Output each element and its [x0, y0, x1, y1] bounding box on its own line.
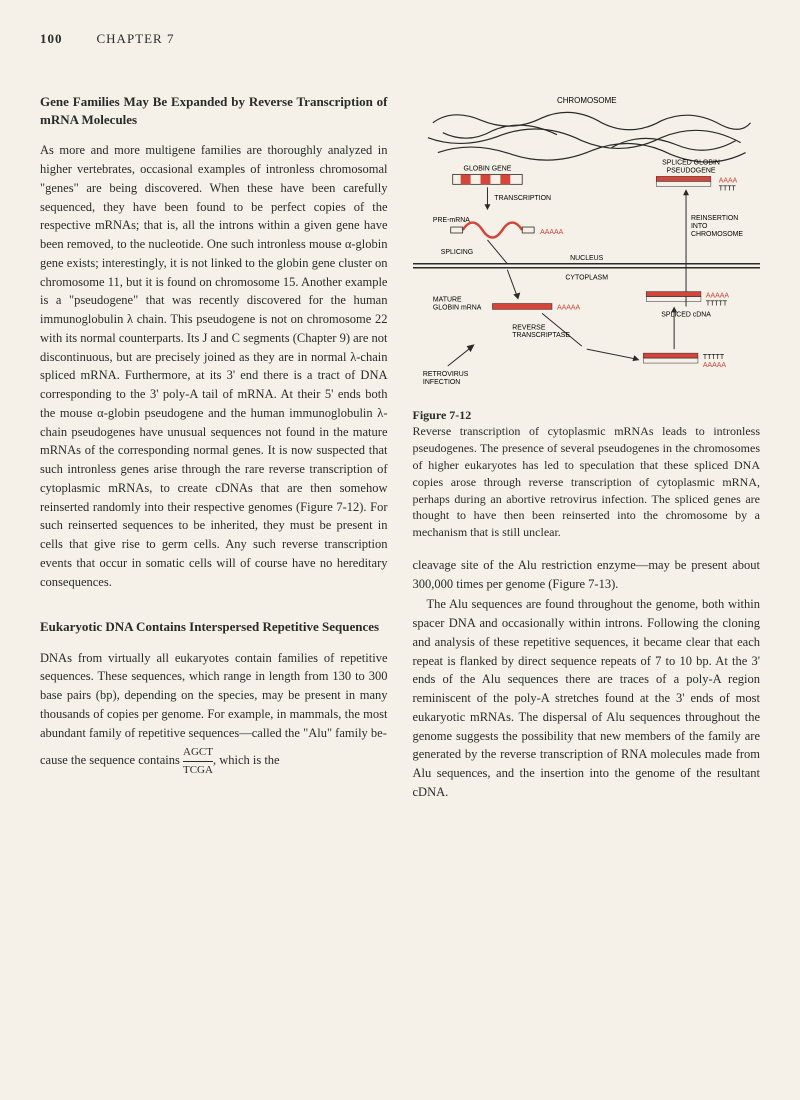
- col2-paragraph-1: cleavage site of the Alu restriction enz…: [413, 556, 761, 594]
- figure-caption-text: Reverse transcription of cytoplasmic mRN…: [413, 424, 761, 539]
- figure-number: Figure 7-12: [413, 408, 472, 422]
- svg-text:RETROVIRUS: RETROVIRUS: [422, 371, 468, 378]
- label-chromosome: CHROMOSOME: [556, 96, 616, 105]
- svg-text:AAAA: AAAA: [718, 177, 737, 184]
- svg-text:TRANSCRIPTION: TRANSCRIPTION: [494, 195, 551, 202]
- svg-text:GLOBIN mRNA: GLOBIN mRNA: [432, 304, 481, 311]
- svg-text:AAAAA: AAAAA: [556, 304, 580, 311]
- section-2-paragraph-1: DNAs from virtually all eukaryotes conta…: [40, 649, 388, 743]
- svg-text:PRE-mRNA: PRE-mRNA: [432, 217, 469, 224]
- page-header: 100 CHAPTER 7: [40, 30, 760, 48]
- svg-text:AAAAA: AAAAA: [702, 362, 726, 369]
- fraction: AGCT TCGA: [183, 744, 213, 778]
- svg-text:INFECTION: INFECTION: [422, 379, 459, 386]
- chapter-reference: CHAPTER 7: [97, 31, 175, 46]
- content-columns: Gene Families May Be Expanded by Reverse…: [40, 93, 760, 804]
- svg-text:INTO: INTO: [690, 223, 707, 230]
- svg-text:CHROMOSOME: CHROMOSOME: [690, 231, 742, 238]
- svg-text:TTTTT: TTTTT: [702, 354, 724, 361]
- svg-text:TTTTT: TTTTT: [705, 300, 727, 307]
- left-column: Gene Families May Be Expanded by Reverse…: [40, 93, 388, 804]
- section-1-title: Gene Families May Be Expanded by Reverse…: [40, 93, 388, 129]
- svg-text:AAAAA: AAAAA: [540, 229, 564, 236]
- svg-text:AAAAA: AAAAA: [705, 293, 729, 300]
- col2-paragraph-2: The Alu sequences are found throughout t…: [413, 595, 761, 801]
- section-2-title: Eukaryotic DNA Contains Interspersed Rep…: [40, 618, 388, 636]
- page-number: 100: [40, 31, 63, 46]
- section-1-paragraph: As more and more multigene families are …: [40, 141, 388, 591]
- figure-diagram: CHROMOSOME GLOBIN GENE SPLICED GLOBIN: [413, 93, 761, 401]
- right-column: CHROMOSOME GLOBIN GENE SPLICED GLOBIN: [413, 93, 761, 804]
- label-globin-gene: GLOBIN GENE: [463, 165, 511, 172]
- svg-text:REVERSE: REVERSE: [512, 324, 546, 331]
- svg-text:TTTT: TTTT: [718, 185, 736, 192]
- svg-text:TRANSCRIPTASE: TRANSCRIPTASE: [512, 332, 570, 339]
- svg-text:CYTOPLASM: CYTOPLASM: [565, 275, 608, 282]
- svg-text:SPLICING: SPLICING: [440, 249, 472, 256]
- svg-text:REINSERTION: REINSERTION: [690, 215, 737, 222]
- svg-text:PSEUDOGENE: PSEUDOGENE: [666, 167, 715, 174]
- svg-text:NUCLEUS: NUCLEUS: [570, 255, 604, 262]
- figure-7-12: CHROMOSOME GLOBIN GENE SPLICED GLOBIN: [413, 93, 761, 541]
- svg-text:SPLICED cDNA: SPLICED cDNA: [661, 311, 711, 318]
- svg-text:SPLICED GLOBIN: SPLICED GLOBIN: [662, 159, 720, 166]
- section-2-paragraph-2: cause the sequence contains AGCT TCGA , …: [40, 744, 388, 778]
- figure-caption: Figure 7-12 Reverse transcription of cyt…: [413, 407, 761, 541]
- svg-text:MATURE: MATURE: [432, 296, 461, 303]
